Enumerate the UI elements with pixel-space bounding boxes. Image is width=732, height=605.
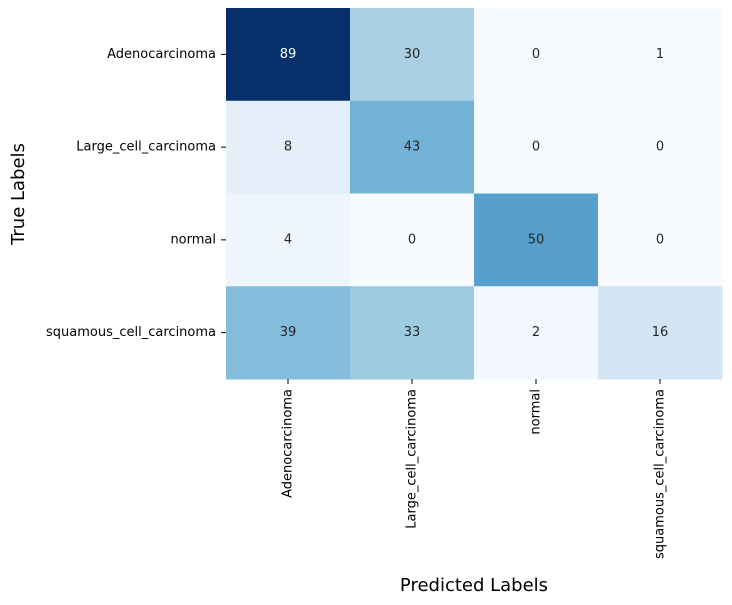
x-tick-label: Large_cell_carcinoma [405, 389, 420, 529]
heatmap-cell [226, 193, 351, 287]
heatmap-cell [350, 8, 475, 102]
x-tick-labels: Adenocarcinoma Large_cell_carcinoma normal… [281, 379, 668, 559]
x-tick-label: squamous_cell_carcinoma [653, 389, 668, 559]
heatmap-cell [474, 286, 599, 380]
heatmap-cell [474, 193, 599, 287]
heatmap-cells: 89 30 0 1 8 43 0 0 4 0 50 0 39 33 2 16 [226, 8, 723, 380]
x-tick-label: normal [529, 389, 544, 435]
heatmap-cell [350, 100, 475, 194]
cell-value-label: 89 [280, 47, 297, 62]
y-tick-label: Adenocarcinoma [107, 47, 216, 62]
cell-value-label: 0 [656, 232, 664, 247]
heatmap-cell [598, 286, 723, 380]
heatmap-cell [226, 8, 351, 102]
cell-value-label: 0 [408, 232, 416, 247]
y-tick-label: normal [170, 232, 216, 247]
cell-value-label: 30 [404, 47, 421, 62]
heatmap-cell [226, 100, 351, 194]
x-tick-label: Adenocarcinoma [281, 389, 296, 498]
heatmap-cell [226, 286, 351, 380]
cell-value-label: 39 [280, 325, 297, 340]
cell-value-label: 33 [404, 325, 421, 340]
x-axis-label: Predicted Labels [400, 575, 548, 596]
heatmap-cell [474, 8, 599, 102]
cell-value-label: 4 [284, 232, 292, 247]
cell-value-label: 2 [532, 325, 540, 340]
y-tick-label: Large_cell_carcinoma [76, 140, 216, 155]
cell-value-label: 0 [532, 47, 540, 62]
heatmap-cell [474, 100, 599, 194]
heatmap-cell [598, 100, 723, 194]
cell-value-label: 16 [652, 325, 669, 340]
cell-value-label: 1 [656, 47, 664, 62]
cell-value-label: 0 [656, 140, 664, 155]
cell-value-label: 43 [404, 140, 421, 155]
heatmap-cell [598, 8, 723, 102]
y-axis-label: True Labels [8, 143, 29, 246]
heatmap-cell [598, 193, 723, 287]
cell-value-label: 50 [528, 232, 545, 247]
heatmap-cell [350, 193, 475, 287]
cell-value-label: 0 [532, 140, 540, 155]
y-tick-labels: Adenocarcinoma Large_cell_carcinomanormal… [46, 47, 226, 340]
heatmap-cell [350, 286, 475, 380]
y-tick-label: squamous_cell_carcinoma [46, 325, 216, 340]
cell-value-label: 8 [284, 140, 292, 155]
